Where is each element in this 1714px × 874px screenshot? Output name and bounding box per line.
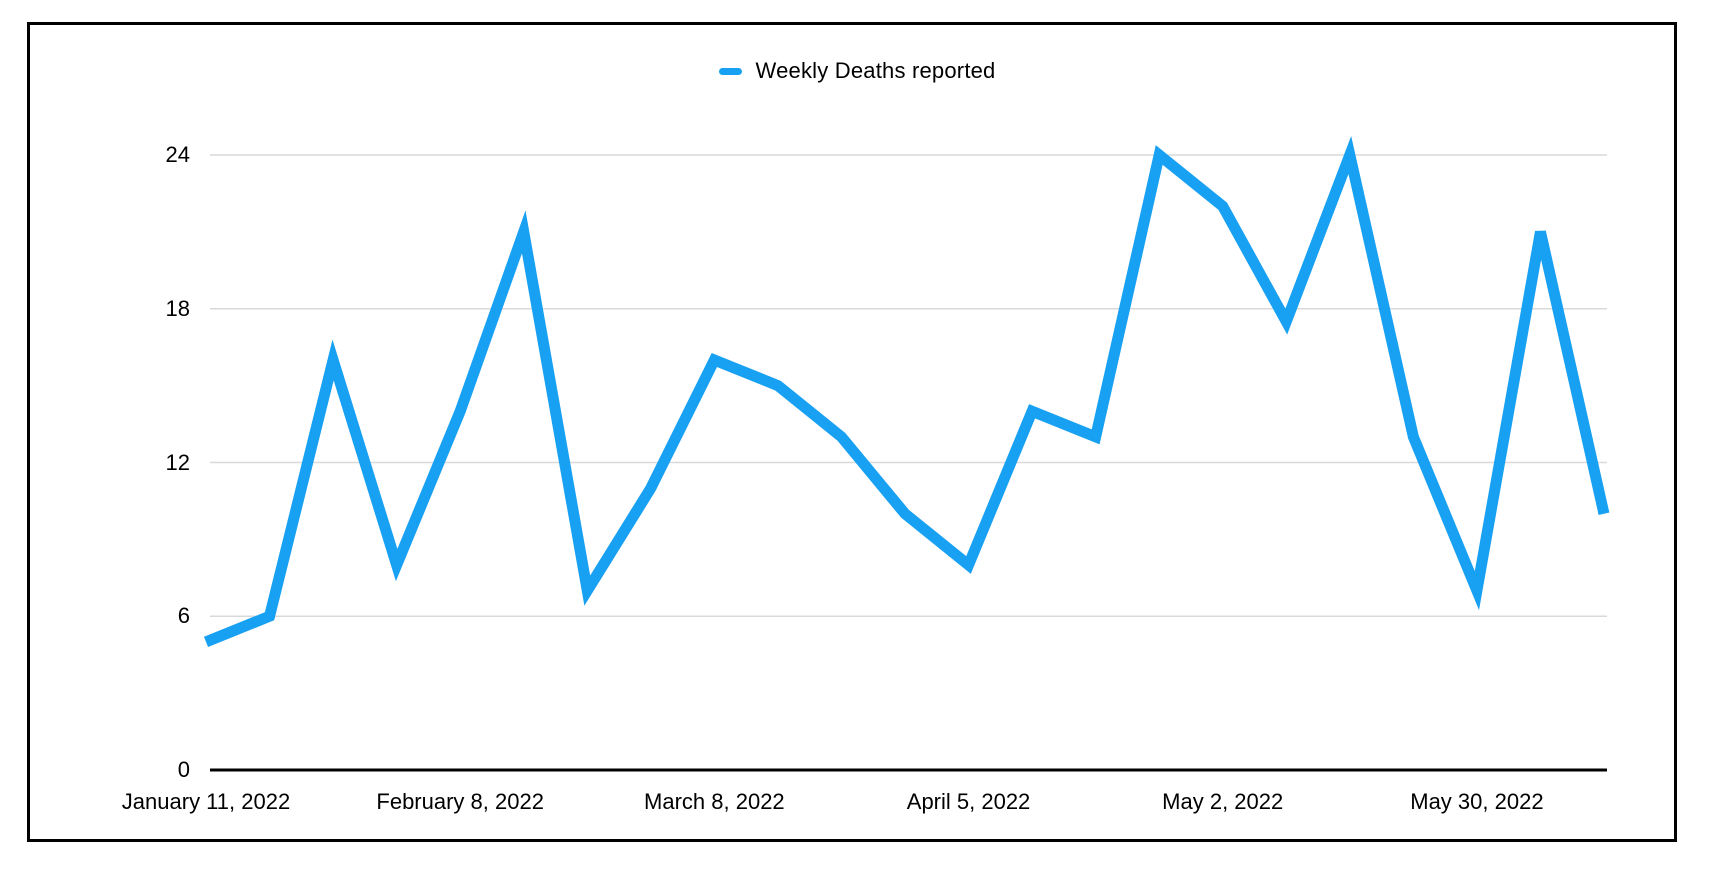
y-axis-tick-label: 18	[165, 295, 190, 321]
y-axis-tick-label: 6	[177, 603, 190, 629]
x-axis-tick-label: March 8, 2022	[644, 789, 785, 814]
chart-frame	[27, 22, 1677, 842]
y-axis-tick-label: 24	[165, 142, 190, 167]
weekly-deaths-series-line	[203, 136, 1610, 647]
x-axis-tick-label: May 2, 2022	[1162, 789, 1284, 814]
x-axis-tick-label: January 11, 2022	[121, 789, 291, 814]
x-axis-tick-label: February 8, 2022	[376, 789, 544, 814]
x-axis-tick-label: May 30, 2022	[1410, 789, 1544, 814]
y-axis-tick-label: 12	[165, 449, 190, 475]
y-axis-tick-label: 0	[177, 757, 190, 782]
x-axis-tick-label: April 5, 2022	[906, 789, 1031, 814]
